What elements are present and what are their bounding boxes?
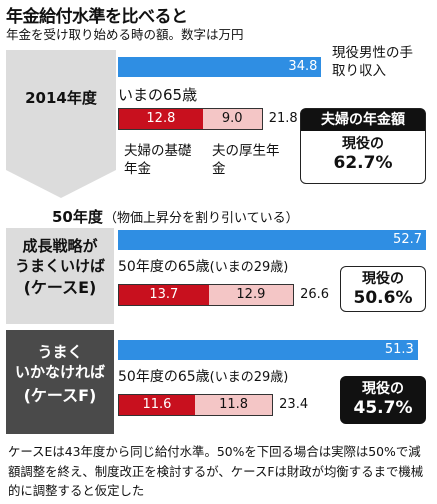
- panel-case-f-background: [6, 330, 114, 434]
- bar-employee-case-f: 11.8: [194, 395, 273, 415]
- bar-income-2014: 34.8: [118, 57, 322, 77]
- section-50-note: （物価上昇分を割り引いている）: [104, 211, 299, 226]
- bar-basic-2014: 12.8: [119, 109, 203, 129]
- ratio-box-2014-header: 夫婦の年金額: [301, 109, 425, 131]
- ratio-box-case-e-label: 現役の: [362, 271, 404, 287]
- panel-case-f-sub-label: 50年度の65歳(いまの29歳): [118, 369, 289, 385]
- ratio-box-case-e: 現役の 50.6%: [340, 266, 426, 312]
- panel-case-f-line2: いかなければ: [14, 363, 105, 381]
- panel-case-e-line2: うまくいけば: [14, 257, 105, 275]
- panel-case-e-line1: 成長戦略が: [22, 237, 98, 255]
- total-case-e: 26.6: [300, 287, 330, 302]
- ratio-box-2014-label: 現役の: [342, 136, 384, 152]
- footnote: ケースEは43年度から同じ給付水準。50%を下回る場合は実際は50%で減額調整を…: [8, 444, 424, 498]
- panel-case-e-sub-label: 50年度の65歳(いまの29歳): [118, 259, 289, 275]
- ratio-box-case-f-label: 現役の: [362, 381, 404, 397]
- bar-pension-case-e: 13.7 12.9: [118, 284, 295, 306]
- panel-2014-label: 2014年度: [25, 89, 97, 107]
- bar-employee-2014: 9.0: [202, 109, 262, 129]
- bar-pension-2014: 12.8 9.0: [118, 108, 263, 130]
- page-subtitle: 年金を受け取り始める時の額。数字は万円: [6, 27, 244, 42]
- bar-pension-case-f: 11.6 11.8: [118, 394, 274, 416]
- ratio-box-case-f: 現役の 45.7%: [340, 376, 426, 424]
- bar-income-case-f: 51.3: [118, 340, 418, 360]
- bar-employee-case-e: 12.9: [208, 285, 294, 305]
- panel-case-e-background: [6, 228, 114, 324]
- page-title: 年金給付水準を比べると: [6, 7, 188, 27]
- employee-pension-label: 夫の厚生年金: [212, 143, 280, 177]
- panel-2014-sub-label: いまの65歳: [118, 86, 198, 104]
- total-case-f: 23.4: [279, 397, 309, 412]
- panel-case-e-line3: (ケースE): [23, 278, 97, 297]
- total-2014: 21.8: [268, 111, 298, 126]
- ratio-box-case-f-value: 45.7%: [353, 398, 413, 418]
- ratio-box-2014-value: 62.7%: [333, 153, 393, 173]
- bar-basic-case-e: 13.7: [119, 285, 209, 305]
- panel-case-f-line3: (ケースF): [23, 386, 97, 405]
- basic-pension-label: 夫婦の基礎年金: [124, 143, 192, 177]
- panel-2014-background: [6, 50, 116, 198]
- panel-case-f-line1: うまく: [37, 343, 83, 361]
- section-50-label: 50年度: [52, 208, 103, 226]
- income-legend-label: 現役男性の手取り収入: [332, 45, 413, 79]
- bar-basic-case-f: 11.6: [119, 395, 195, 415]
- bar-income-case-e: 52.7: [118, 230, 426, 250]
- ratio-box-case-e-value: 50.6%: [353, 288, 413, 308]
- ratio-box-2014: 夫婦の年金額 現役の 62.7%: [300, 108, 426, 184]
